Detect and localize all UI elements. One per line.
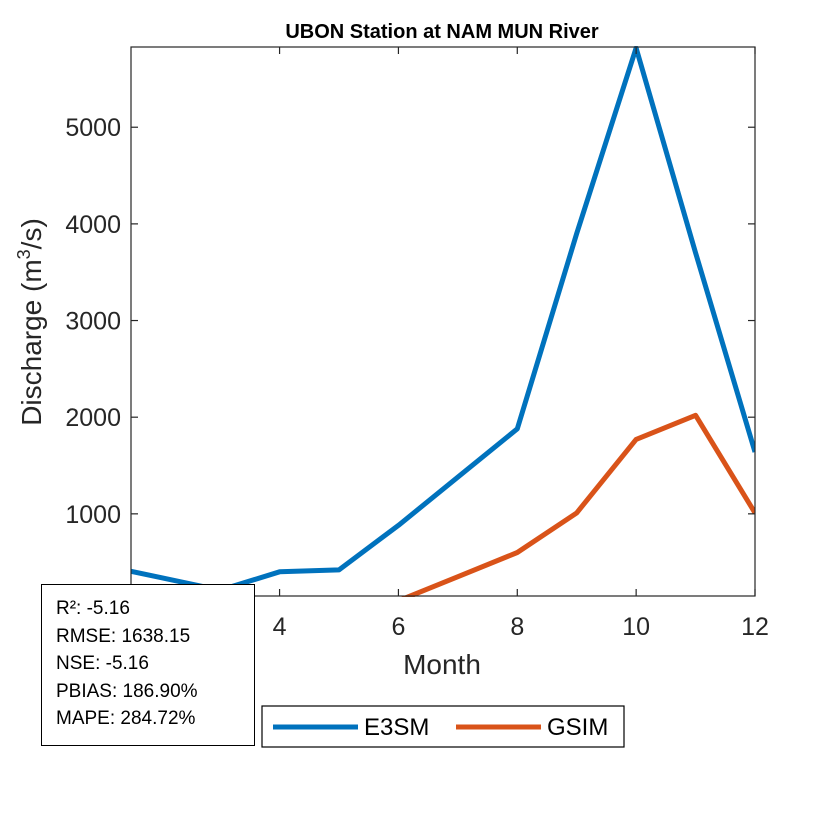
y-tick-label: 5000 <box>65 114 121 142</box>
legend-label-gsim: GSIM <box>547 714 608 741</box>
y-tick-label: 1000 <box>65 501 121 529</box>
legend: E3SM GSIM <box>261 705 625 748</box>
stat-r2: R²: -5.16 <box>56 598 130 619</box>
x-tick-label: 10 <box>622 613 650 641</box>
stat-rmse: RMSE: 1638.15 <box>56 625 191 647</box>
y-axis-label: Discharge (m3/s) <box>14 218 47 426</box>
x-tick-label: 4 <box>273 613 287 641</box>
chart-title: UBON Station at NAM MUN River <box>285 21 599 43</box>
axes-box <box>130 46 756 597</box>
y-tick-label: 4000 <box>65 211 121 239</box>
x-tick-label: 6 <box>391 613 405 641</box>
y-tick-label: 3000 <box>65 308 121 336</box>
legend-label-e3sm: E3SM <box>364 714 429 741</box>
stat-nse: NSE: -5.16 <box>56 653 149 674</box>
stat-pbias: PBIAS: 186.90% <box>56 680 198 702</box>
plot-area <box>131 47 755 596</box>
x-axis-label: Month <box>403 649 481 680</box>
stat-mape: MAPE: 284.72% <box>56 708 196 729</box>
series-line-gsim <box>401 412 755 597</box>
statistics-box: R²: -5.16 RMSE: 1638.15 NSE: -5.16 PBIAS… <box>41 584 255 746</box>
x-tick-label: 12 <box>741 613 769 641</box>
x-tick-label: 8 <box>510 613 524 641</box>
y-tick-label: 2000 <box>65 404 121 432</box>
